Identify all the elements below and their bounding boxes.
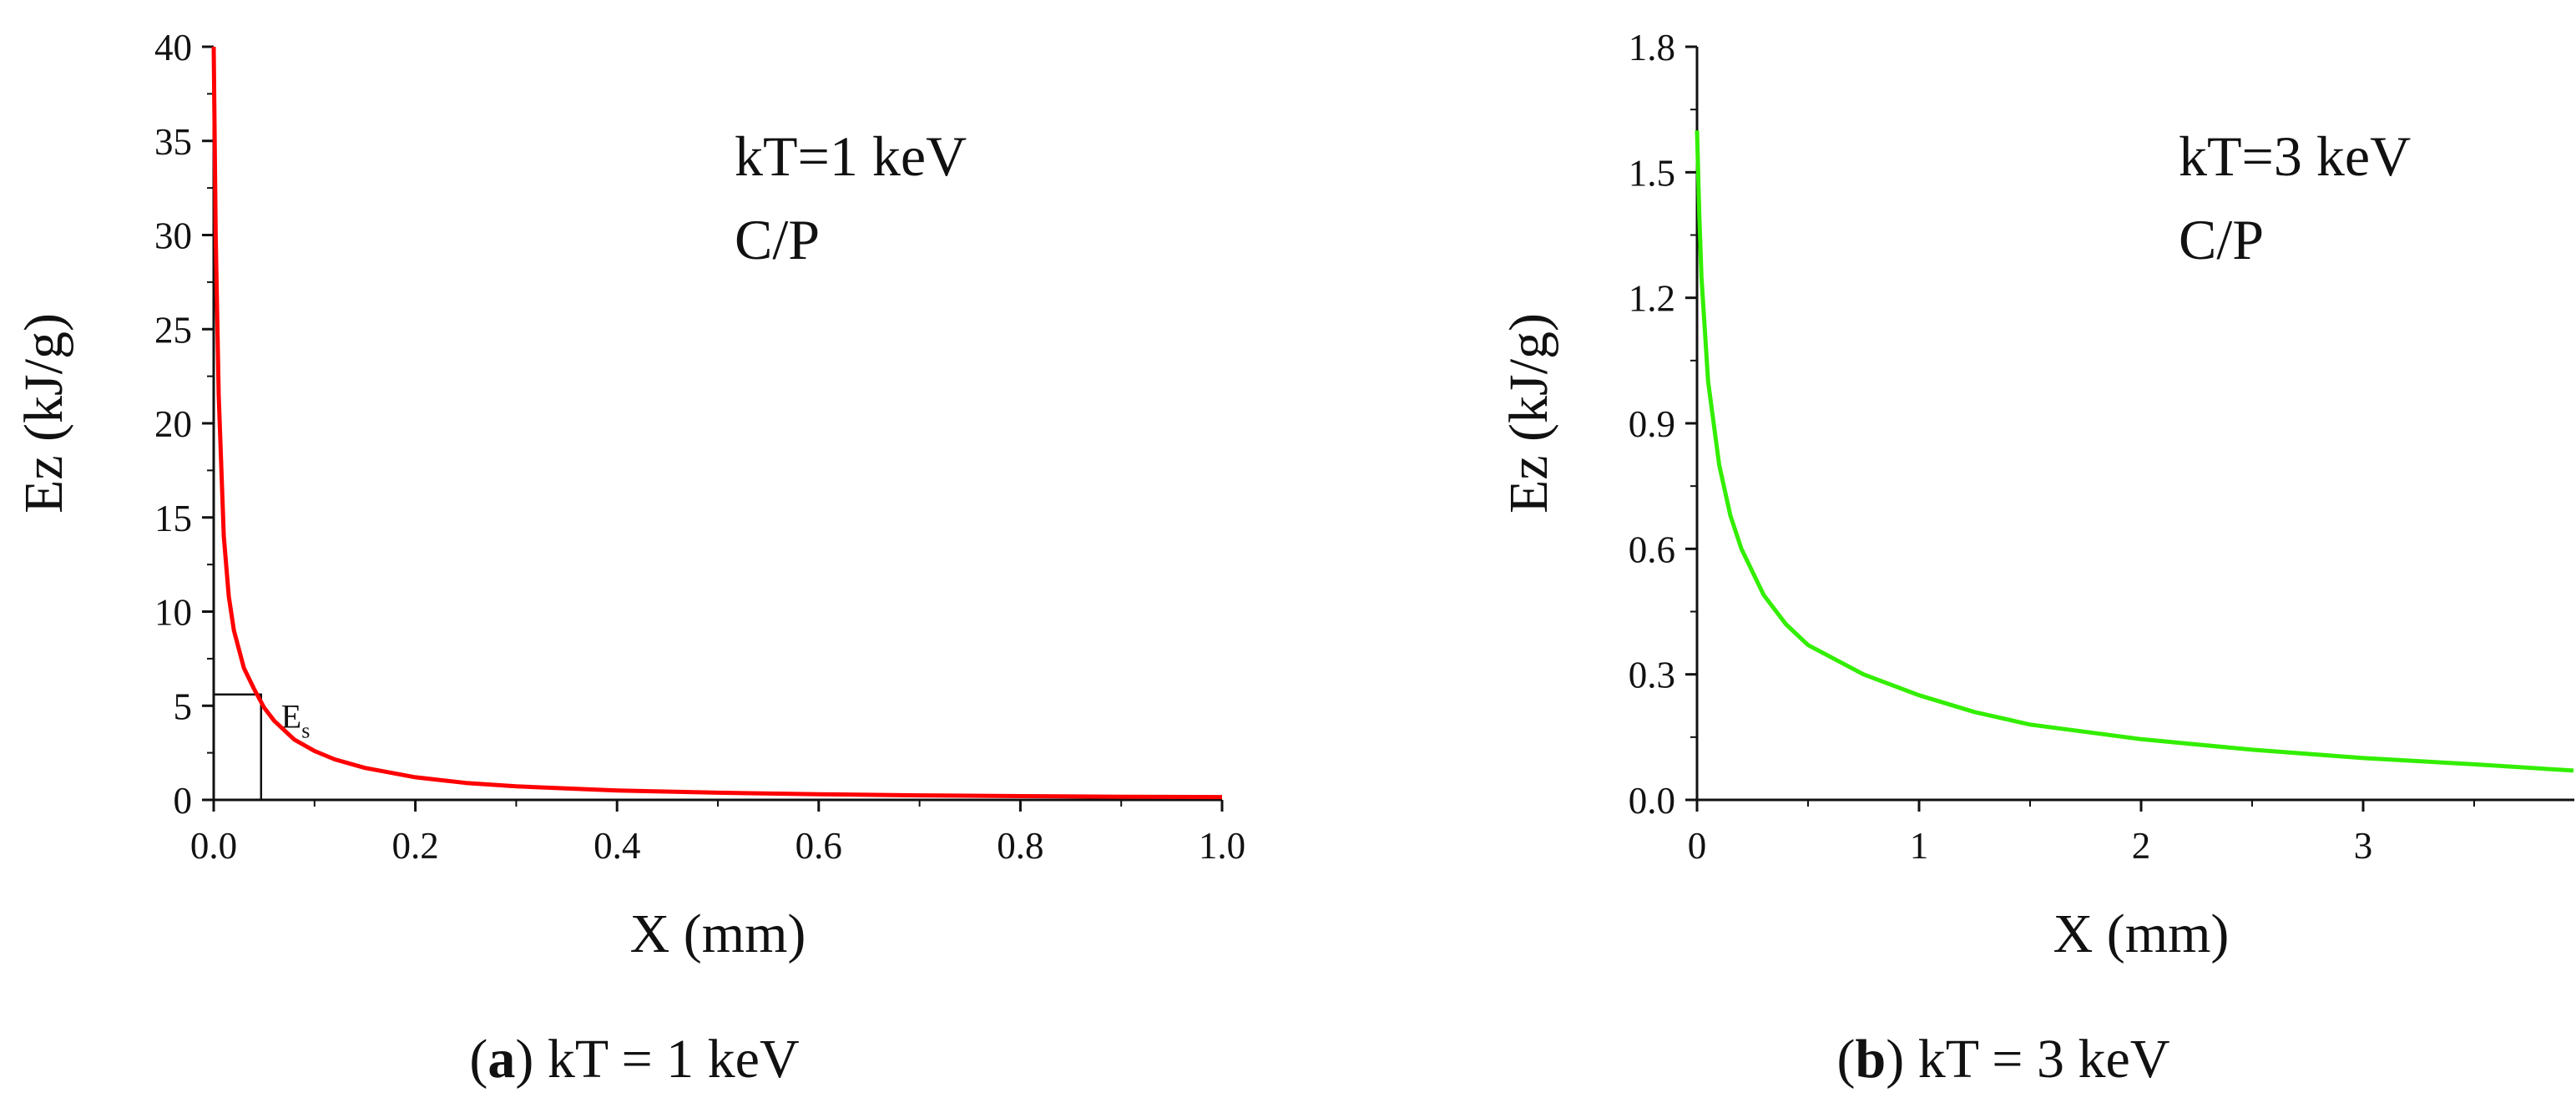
panel-b-y-tick-label: 1.5	[1629, 152, 1675, 194]
panel-a-es-marker-lines	[214, 693, 263, 800]
panel-a-y-tick-label: 5	[174, 685, 193, 727]
panel-a-plot-area: 0.0 0.2 0.4 0.6 0.8 1.0 0 5 10 15 20 25 30 35 40 Es	[154, 27, 1245, 867]
panel-a-x-axis-title: X (mm)	[630, 903, 806, 964]
panel-a-y-tick-label: 35	[154, 121, 192, 163]
panel-a-x-tick-label: 0.8	[997, 825, 1043, 867]
panel-a-caption-text: kT = 1 keV	[533, 1029, 799, 1090]
panel-a-y-tick-label: 30	[154, 215, 192, 257]
panel-b-chart: 012340.00.30.60.91.21.51.8 kT=3 keV C/P …	[1498, 27, 2576, 1090]
panel-b-annotation-cp: C/P	[2179, 208, 2264, 271]
panel-b-x-tick-label: 3	[2354, 825, 2373, 867]
panel-a-x-tick-label: 0.6	[796, 825, 842, 867]
panel-a-annotation-kt: kT=1 keV	[735, 124, 967, 188]
panel-b-y-tick-label: 0.0	[1629, 780, 1675, 822]
panel-a-y-tick-label: 0	[174, 780, 193, 822]
panel-b-annotation-kt: kT=3 keV	[2179, 124, 2411, 188]
panel-b-plot-area: 012340.00.30.60.91.21.51.8	[1629, 27, 2576, 867]
panel-a-series-line	[211, 46, 1223, 800]
panel-a-caption-letter: a	[487, 1029, 515, 1090]
panel-a-caption: (a) kT = 1 keV	[469, 1029, 799, 1090]
panel-a-y-axis-title: Ez (kJ/g)	[13, 313, 74, 513]
panel-a-annotation-cp: C/P	[735, 208, 820, 271]
panel-b-caption: (b) kT = 3 keV	[1837, 1029, 2170, 1090]
panel-a-y-tick-label: 40	[154, 27, 192, 68]
panel-b-x-axis-title: X (mm)	[2053, 903, 2230, 964]
panel-a-y-tick-label: 25	[154, 309, 192, 351]
panel-a-y-tick-label: 10	[154, 592, 192, 634]
panel-b-y-tick-label: 1.2	[1629, 278, 1675, 320]
panel-b-x-tick-label: 2	[2132, 825, 2151, 867]
panel-a-x-tick-label: 1.0	[1199, 825, 1245, 867]
panel-a-es-subscript: s	[301, 719, 310, 743]
panel-a-es-label: Es	[281, 698, 311, 743]
panel-a-x-tick-label: 0.0	[190, 825, 237, 867]
panel-b-y-tick-label: 1.8	[1629, 27, 1675, 68]
panel-b-y-axis-title: Ez (kJ/g)	[1498, 313, 1559, 513]
panel-a-x-tick-label: 0.2	[391, 825, 438, 867]
panel-a-x-tick-label: 0.4	[593, 825, 640, 867]
panel-b-y-tick-label: 0.6	[1629, 529, 1675, 570]
panel-a-y-tick-label: 15	[154, 498, 192, 539]
panel-b-x-tick-label: 0	[1688, 825, 1707, 867]
panel-a-y-tick-label: 20	[154, 403, 192, 445]
panel-b-series-line	[1695, 130, 2574, 773]
panel-b-caption-text: kT = 3 keV	[1904, 1029, 2169, 1090]
panel-a-chart: 0.0 0.2 0.4 0.6 0.8 1.0 0 5 10 15 20 25 30 35 40 Es kT=…	[13, 27, 1245, 1090]
panel-b-y-tick-label: 0.3	[1629, 655, 1675, 696]
panel-b-caption-letter: b	[1855, 1029, 1886, 1090]
panel-b-y-tick-label: 0.9	[1629, 403, 1675, 445]
panel-b-x-tick-label: 1	[1910, 825, 1929, 867]
